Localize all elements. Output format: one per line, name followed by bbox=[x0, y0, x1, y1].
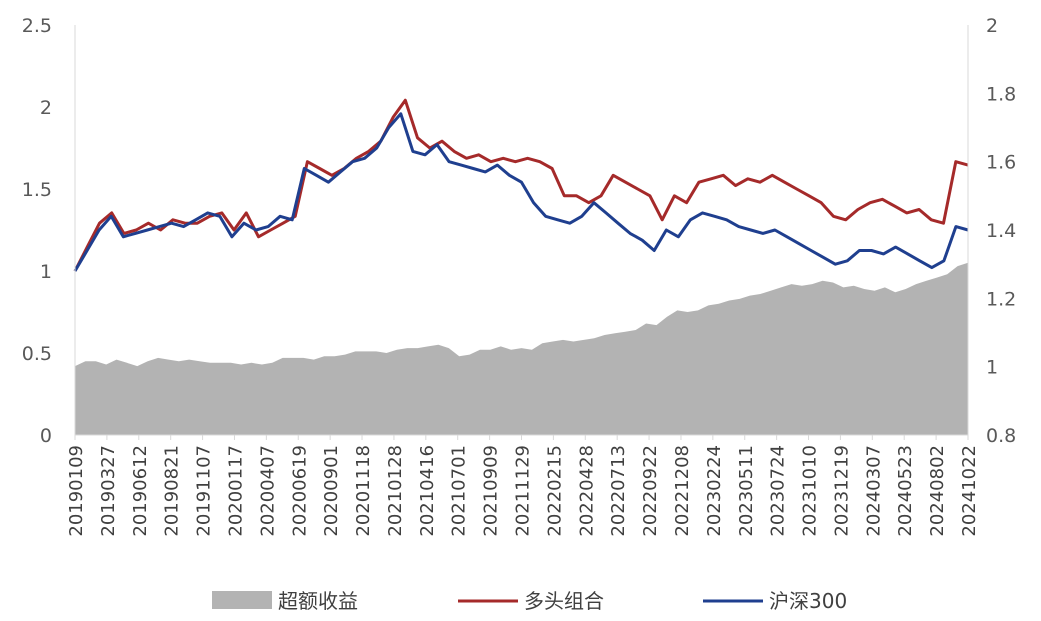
x-tick-label: 20190327 bbox=[98, 445, 119, 537]
legend-label-portfolio: 多头组合 bbox=[524, 589, 604, 613]
x-tick-label: 20230224 bbox=[704, 445, 725, 537]
x-tick-label: 20240802 bbox=[927, 445, 948, 537]
x-tick-label: 20220713 bbox=[608, 445, 629, 537]
x-tick-label: 20210909 bbox=[481, 445, 502, 537]
x-tick-label: 20191107 bbox=[194, 445, 215, 537]
x-tick-label: 20231219 bbox=[831, 445, 852, 537]
right-tick-label: 1.8 bbox=[986, 83, 1016, 105]
index-line bbox=[73, 112, 969, 272]
x-tick-label: 20220215 bbox=[544, 445, 565, 537]
x-tick-label: 20211129 bbox=[513, 445, 534, 537]
right-tick-label: 1.4 bbox=[986, 220, 1016, 242]
excess-area-layer bbox=[75, 262, 968, 435]
x-tick-label: 20200407 bbox=[257, 445, 278, 537]
x-tick-label: 20231010 bbox=[800, 445, 821, 537]
excess-return-area bbox=[75, 262, 968, 435]
right-tick-label: 0.8 bbox=[986, 425, 1016, 447]
legend-label-excess: 超额收益 bbox=[278, 589, 358, 613]
x-tick-label: 20200117 bbox=[226, 445, 247, 537]
right-tick-label: 1.6 bbox=[986, 152, 1016, 174]
x-tick-label: 20220428 bbox=[576, 445, 597, 537]
x-tick-label: 20210701 bbox=[449, 445, 470, 537]
x-tick-label: 20200901 bbox=[321, 445, 342, 537]
x-tick-label: 20240523 bbox=[895, 445, 916, 537]
x-tick-label: 20230724 bbox=[768, 445, 789, 537]
x-tick-label: 20220922 bbox=[640, 445, 661, 537]
right-tick-label: 1.2 bbox=[986, 288, 1016, 310]
left-tick-label: 1 bbox=[40, 261, 52, 283]
portfolio-line bbox=[73, 98, 969, 272]
x-tick-label: 20241022 bbox=[959, 445, 980, 537]
x-tick-label: 20200619 bbox=[289, 445, 310, 537]
right-tick-label: 1 bbox=[986, 357, 998, 379]
x-tick-label: 20210128 bbox=[385, 445, 406, 537]
x-tick-label: 20230511 bbox=[736, 445, 757, 537]
axes-layer: 0 0.5 1 1.5 2 2.5 0.8 1 1.2 1.4 1.6 1.8 2 20190109 201… bbox=[22, 15, 1016, 537]
x-tick-label: 20190821 bbox=[162, 445, 183, 537]
x-tick-label: 20210416 bbox=[417, 445, 438, 537]
left-tick-label: 0.5 bbox=[22, 343, 52, 365]
x-tick-label: 20190109 bbox=[66, 445, 87, 537]
left-tick-label: 2.5 bbox=[22, 15, 52, 37]
left-tick-label: 0 bbox=[40, 425, 52, 447]
left-tick-label: 2 bbox=[40, 97, 52, 119]
x-tick-label: 20221208 bbox=[672, 445, 693, 537]
legend-label-index: 沪深300 bbox=[769, 589, 847, 613]
lines-layer bbox=[73, 98, 969, 272]
legend-swatch-excess bbox=[212, 591, 272, 609]
left-tick-label: 1.5 bbox=[22, 179, 52, 201]
x-tick-label: 20240307 bbox=[863, 445, 884, 537]
right-tick-label: 2 bbox=[986, 15, 998, 37]
x-tick-label: 20190612 bbox=[130, 445, 151, 537]
x-tick-label: 20201118 bbox=[353, 445, 374, 537]
legend: 超额收益 多头组合 沪深300 bbox=[212, 589, 847, 613]
